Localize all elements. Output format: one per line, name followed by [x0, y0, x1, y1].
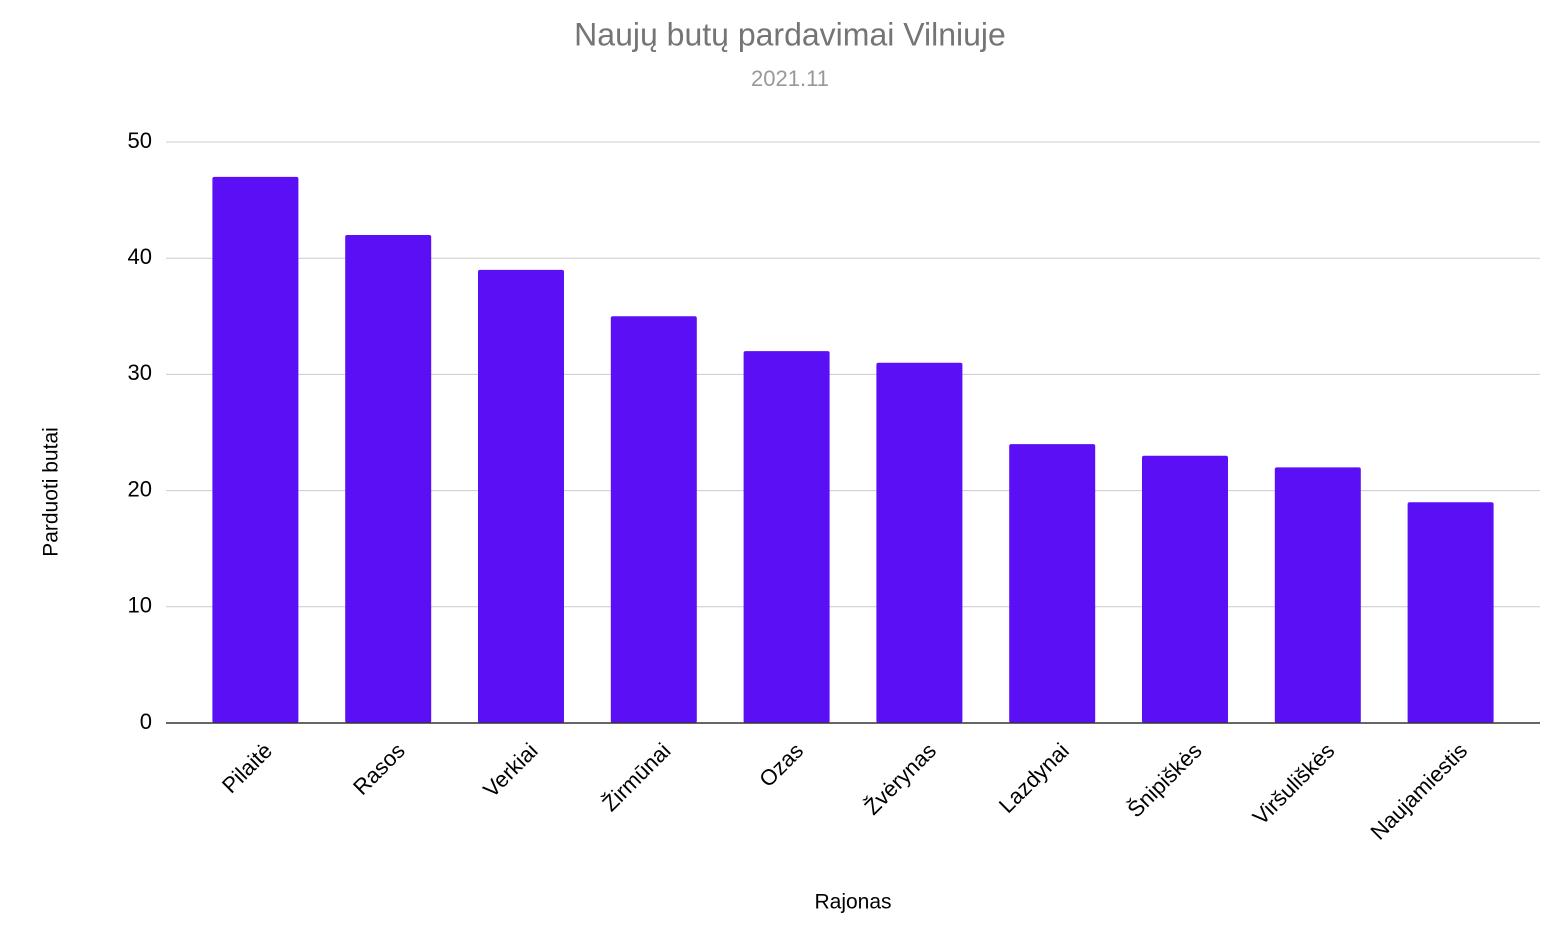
y-axis-label: Parduoti butai: [40, 427, 63, 557]
y-tick-label: 10: [128, 593, 152, 618]
y-tick-label: 40: [128, 244, 152, 269]
y-tick-label: 50: [128, 128, 152, 153]
y-tick-label: 30: [128, 360, 152, 385]
x-tick-label: Lazdynai: [994, 738, 1074, 818]
x-tick-label: Viršuliškės: [1248, 738, 1340, 830]
x-axis-label: Rajonas: [814, 891, 891, 914]
x-tick-label: Naujamiestis: [1366, 738, 1473, 845]
bar: [876, 362, 963, 723]
bar: [1009, 444, 1096, 723]
x-tick-label: Verkiai: [478, 738, 542, 802]
x-tick-label: Žirmūnai: [597, 738, 675, 816]
bar: [610, 316, 697, 723]
bar: [1407, 502, 1494, 723]
x-tick-label: Žvėrynas: [859, 738, 941, 820]
y-tick-label: 20: [128, 476, 152, 501]
x-tick-label: Rasos: [348, 738, 410, 800]
y-tick-label: 0: [140, 709, 152, 734]
chart-subtitle: 2021.11: [751, 66, 829, 91]
bar: [1274, 467, 1361, 723]
x-tick-label: Pilaitė: [217, 738, 277, 798]
bar: [212, 176, 299, 724]
bar: [743, 351, 830, 723]
x-tick-label: Ozas: [754, 738, 808, 792]
x-tick-label: Šnipiškės: [1122, 738, 1206, 822]
bar: [1142, 455, 1228, 723]
bar: [478, 269, 564, 723]
chart-title: Naujų butų pardavimai Vilniuje: [574, 16, 1006, 52]
bar: [345, 234, 432, 723]
